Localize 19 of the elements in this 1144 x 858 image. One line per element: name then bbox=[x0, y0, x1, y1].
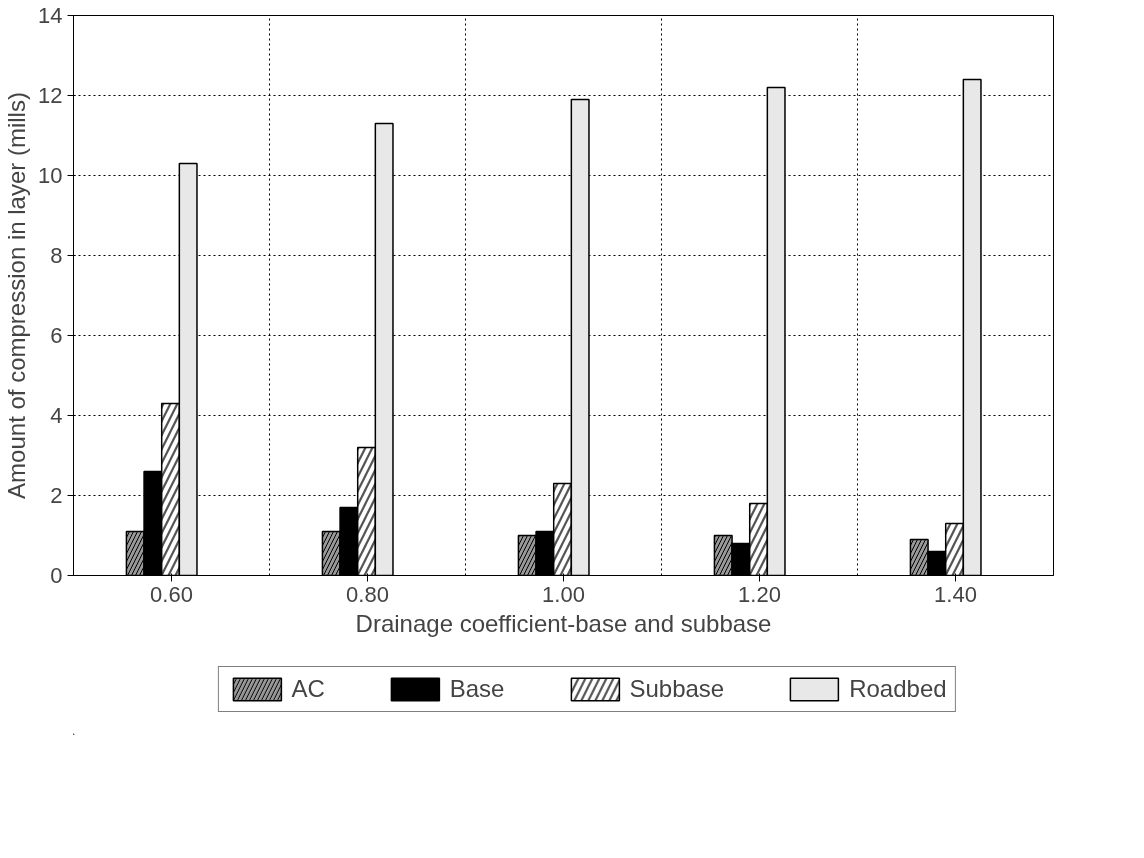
y-tick-label: 14 bbox=[38, 3, 63, 28]
y-tick-label: 12 bbox=[38, 83, 63, 108]
legend-label: Roadbed bbox=[849, 675, 947, 703]
legend-label: Base bbox=[449, 675, 505, 703]
legend-label: AC bbox=[291, 675, 325, 703]
y-tick-label: 2 bbox=[50, 483, 63, 508]
x-tick-label: 0.60 bbox=[150, 581, 193, 607]
y-tick-label: 10 bbox=[38, 163, 63, 188]
y-tick-label: 0 bbox=[50, 563, 63, 588]
legend-label: Subbase bbox=[629, 675, 725, 703]
y-tick-label: 6 bbox=[50, 323, 63, 348]
x-tick-label: 1.40 bbox=[934, 581, 977, 607]
y-tick-label: 8 bbox=[50, 243, 63, 268]
x-axis-title: Drainage coefficient-base and subbase bbox=[355, 609, 772, 637]
y-axis-title: Amount of compression in layer (mills) bbox=[3, 92, 31, 499]
x-tick-label: 0.80 bbox=[346, 581, 389, 607]
y-tick-label: 4 bbox=[50, 403, 63, 428]
x-tick-label: 1.20 bbox=[738, 581, 781, 607]
x-tick-label: 1.00 bbox=[542, 581, 585, 607]
